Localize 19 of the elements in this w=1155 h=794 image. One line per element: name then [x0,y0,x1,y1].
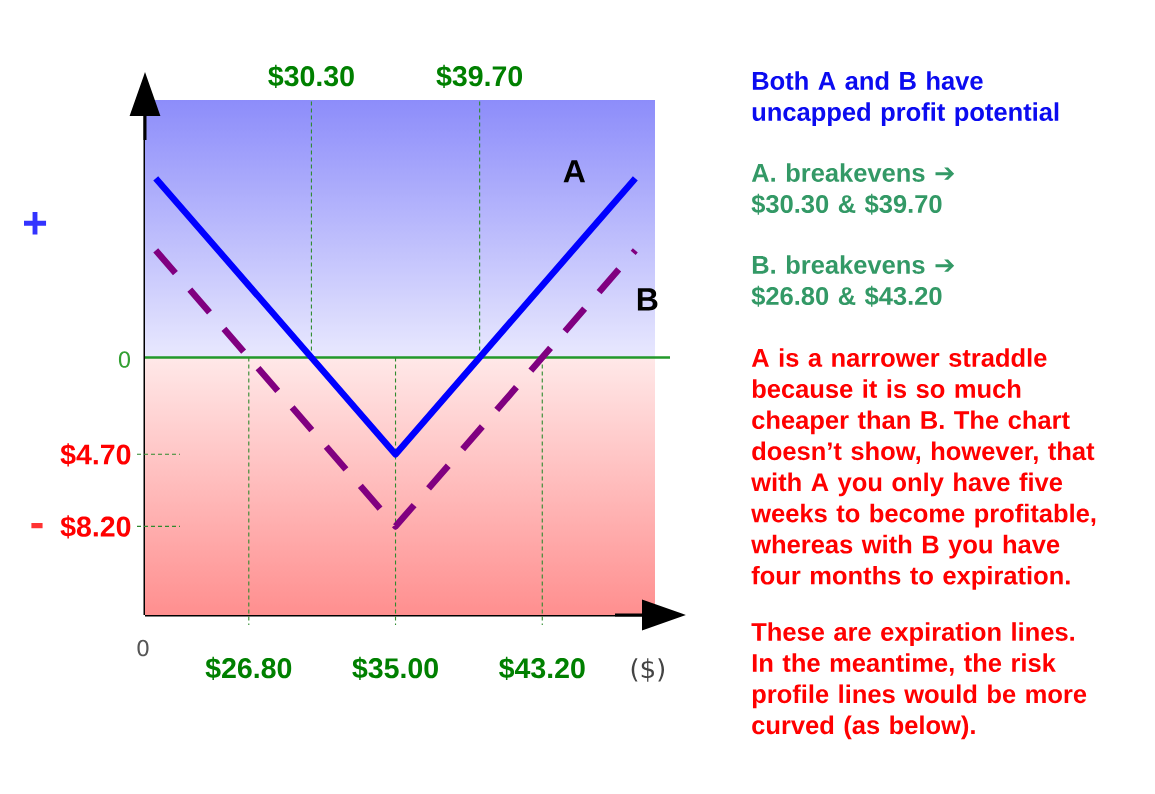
text: + [24,212,47,235]
x2-tick-label: $39.70 [436,64,523,89]
series-label: B [637,288,658,311]
text: A. breakevens ➔ $30.30 & $39.70 [751,163,955,215]
text: B. breakevens ➔ $26.80 & $43.20 [751,255,955,307]
y-tick-label: 0 [118,351,131,368]
series-label: A [563,160,586,183]
x-tick-label: $43.20 [499,656,585,681]
x-tick-label: $26.80 [205,656,292,681]
text: These are expiration lines. In the meantime, the risk profile lines would be more curved (as below). [751,622,1087,740]
text: Both A and B have uncapped profit potential [752,71,1059,127]
x-tick-label: $35.00 [352,656,438,681]
x2-tick-label: $30.30 [268,64,354,89]
text: 0 [137,639,149,657]
text: - [31,522,43,529]
y-tick-label: $8.20 [60,515,131,539]
text: A is a narrower straddle because it is so much cheaper than B. The chart doesn’t show, however, that with A you only have five weeks to become profitable, whereas with B you have four months to expiration. [751,348,1096,590]
y-tick-label: $4.70 [60,443,131,467]
x-axis-title: ($) [631,658,665,682]
